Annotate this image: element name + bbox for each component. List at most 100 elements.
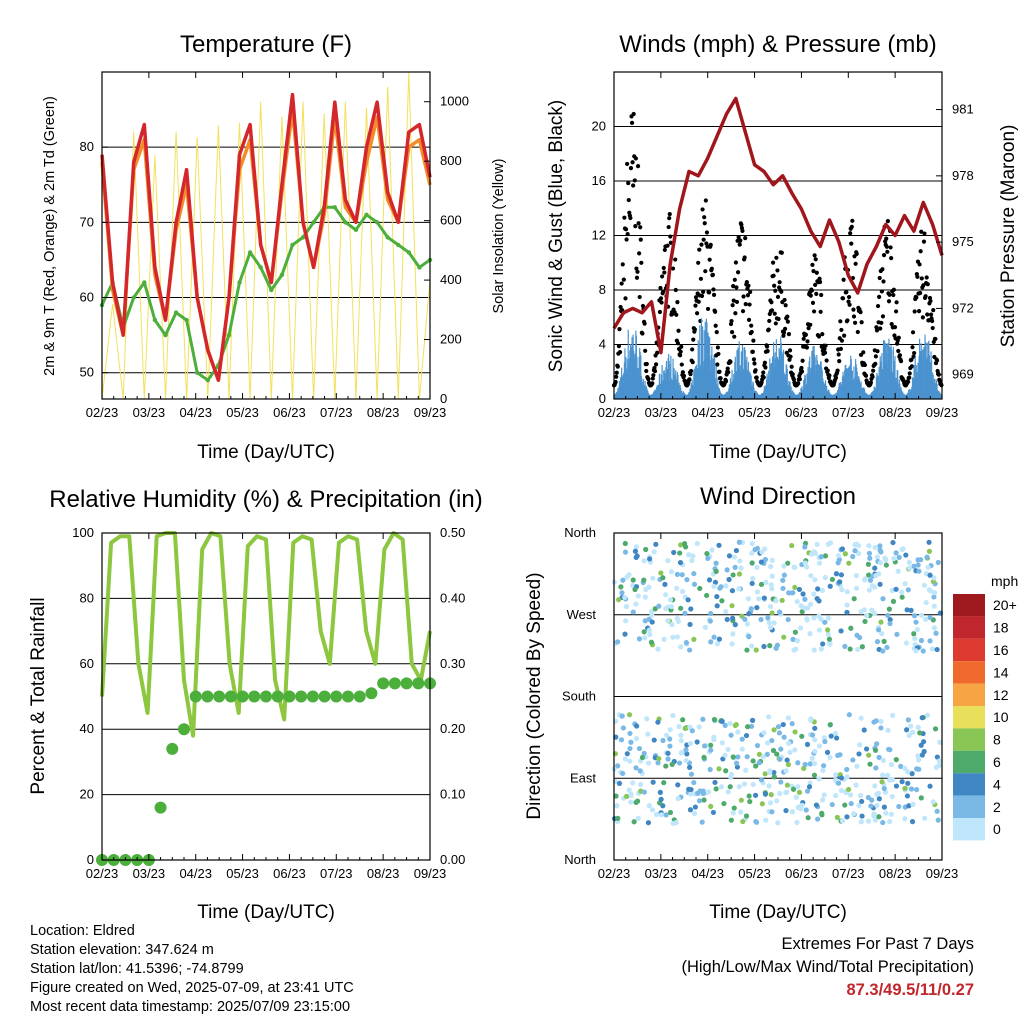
direction-point	[869, 583, 875, 589]
direction-point	[726, 576, 732, 583]
direction-point	[931, 603, 937, 609]
direction-point	[827, 583, 833, 589]
gust-point	[819, 292, 824, 298]
gust-point	[739, 222, 744, 227]
legend-swatch	[953, 638, 985, 662]
gust-point	[811, 309, 817, 314]
y-tick-label: 16	[592, 173, 606, 188]
direction-point	[904, 793, 911, 799]
gust-point	[814, 291, 819, 296]
direction-point	[626, 572, 632, 578]
direction-point	[700, 790, 707, 796]
direction-point	[641, 750, 647, 756]
direction-point	[780, 721, 786, 728]
direction-point	[731, 554, 738, 560]
gust-point	[646, 377, 651, 382]
direction-point	[851, 596, 857, 602]
direction-point	[754, 742, 761, 749]
direction-point	[701, 754, 707, 760]
direction-point	[781, 734, 787, 740]
gust-point	[801, 336, 806, 341]
gust-point	[845, 318, 850, 323]
direction-point	[651, 737, 657, 743]
direction-point	[877, 581, 883, 587]
legend-label: 6	[993, 754, 1001, 770]
direction-point	[761, 730, 767, 736]
direction-point	[853, 585, 860, 591]
direction-point	[723, 583, 729, 589]
gust-point	[868, 380, 874, 385]
direction-point	[682, 610, 688, 616]
direction-point	[623, 793, 630, 799]
direction-point	[663, 606, 669, 612]
direction-point	[874, 554, 880, 560]
direction-point	[738, 565, 744, 571]
gust-point	[700, 207, 705, 212]
direction-point	[724, 567, 730, 573]
direction-point	[689, 728, 695, 734]
gust-point	[906, 379, 911, 384]
gust-point	[775, 294, 781, 299]
direction-point	[619, 713, 625, 719]
direction-point	[862, 618, 868, 625]
direction-point	[763, 817, 769, 823]
direction-point	[824, 749, 831, 755]
precip-point	[166, 742, 179, 755]
gust-point	[633, 156, 638, 161]
direction-point	[850, 553, 856, 560]
direction-point	[668, 603, 674, 610]
direction-point	[736, 539, 742, 545]
gust-point	[909, 357, 914, 362]
direction-point	[663, 763, 669, 769]
gust-point	[690, 347, 695, 352]
direction-point	[807, 761, 813, 767]
gust-point	[812, 253, 817, 258]
gust-point	[642, 321, 647, 326]
precip-point	[201, 690, 214, 703]
direction-point	[615, 815, 621, 821]
direction-point	[873, 765, 879, 771]
gust-point	[744, 280, 749, 285]
direction-point	[618, 737, 625, 743]
gust-point	[811, 269, 816, 274]
gust-point	[855, 329, 860, 335]
y2-tick-label: 1000	[440, 94, 469, 109]
direction-point	[626, 787, 632, 793]
x-tick-label: 04/23	[179, 405, 212, 420]
direction-point	[795, 784, 801, 790]
direction-point	[660, 737, 666, 744]
direction-point	[899, 779, 905, 785]
direction-point	[913, 619, 919, 625]
gust-point	[699, 242, 704, 247]
direction-point	[746, 611, 752, 617]
gust-point	[849, 241, 854, 246]
direction-point	[646, 803, 652, 809]
recent-text: Most recent data timestamp: 2025/07/09 2…	[30, 999, 351, 1015]
x-tick-label: 09/23	[414, 866, 447, 881]
direction-point	[915, 724, 921, 730]
direction-point	[680, 717, 686, 723]
direction-point	[725, 789, 731, 795]
legend-label: 14	[993, 664, 1009, 680]
direction-point	[856, 751, 862, 757]
gust-point	[892, 325, 898, 330]
gust-point	[631, 183, 636, 188]
gust-point	[751, 357, 757, 362]
direction-point	[743, 813, 750, 819]
direction-point	[655, 760, 661, 766]
direction-point	[883, 562, 889, 568]
gust-point	[622, 215, 627, 220]
direction-point	[821, 763, 827, 769]
direction-point	[642, 594, 648, 600]
direction-point	[908, 607, 914, 613]
direction-point	[743, 767, 749, 773]
x-tick-label: 04/23	[179, 866, 212, 881]
direction-point	[935, 817, 941, 823]
direction-point	[792, 747, 798, 753]
direction-point	[762, 771, 768, 777]
direction-point	[696, 724, 702, 730]
x-tick-label: 02/23	[598, 405, 631, 420]
gust-point	[888, 245, 893, 250]
direction-point	[874, 741, 880, 747]
direction-point	[902, 765, 908, 771]
